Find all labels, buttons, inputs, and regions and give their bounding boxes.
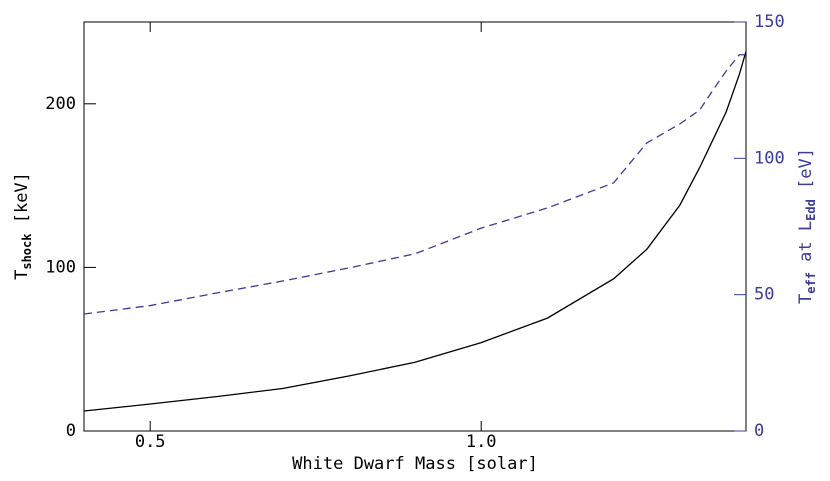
y-tick-label: 200 [45,94,76,114]
x-tick-label: 0.5 [135,432,166,452]
series-line [83,51,747,412]
y-tick-label: 0 [66,421,76,441]
y2-tick-label: 50 [754,285,774,305]
label-part: T [12,270,32,280]
label-part: Edd [804,199,818,221]
y2-tick-label: 0 [754,421,764,441]
label-part: [keV] [12,172,32,233]
x-tick-label: 1.0 [466,432,497,452]
label-part: at L [796,221,816,272]
label-part: T [796,294,816,304]
y2-tick-label: 100 [754,148,785,168]
label-part: shock [20,233,34,270]
y-tick-label: 100 [45,257,76,277]
label-part: [eV] [796,148,816,199]
y2-tick-label: 150 [754,12,785,32]
y-axis-label: Tshock [keV] [12,172,34,280]
x-axis-label: White Dwarf Mass [solar] [292,454,538,474]
label-part: eff [804,272,818,294]
y2-axis-label: Teff at LEdd [eV] [796,148,818,304]
plot-frame [83,21,747,432]
series-line [83,54,746,315]
